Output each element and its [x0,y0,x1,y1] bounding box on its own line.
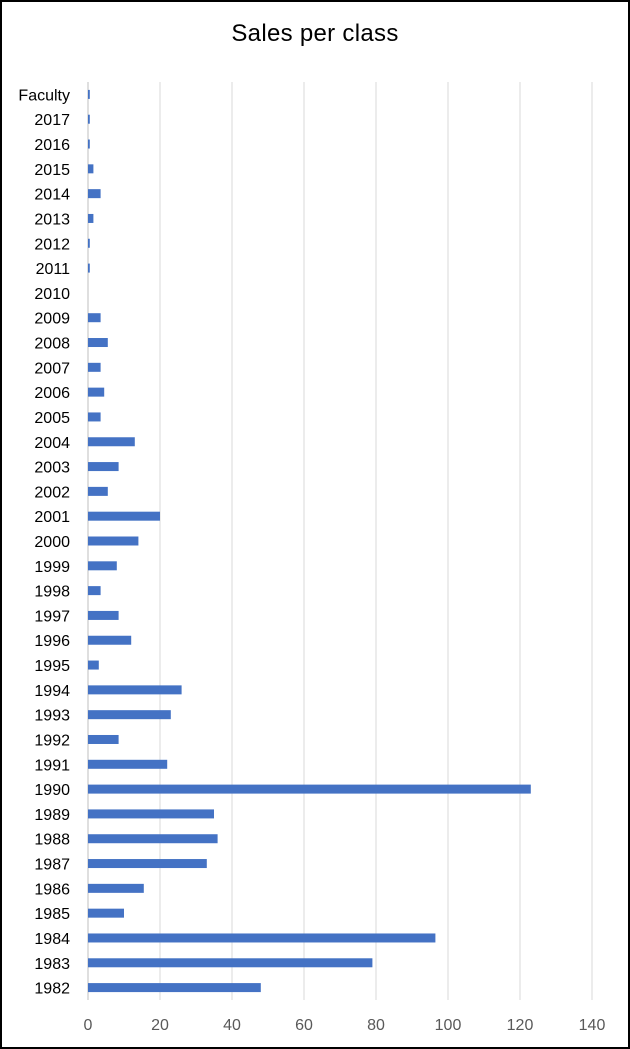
chart-title: Sales per class [231,20,399,47]
category-label: 1982 [34,981,70,998]
category-label: 2015 [34,162,70,179]
bar [88,660,99,670]
bar [88,983,261,993]
bar [88,189,101,199]
x-tick-labels: 0 20 40 60 80 100 120 140 [84,1017,606,1034]
category-label: Faculty [18,87,70,104]
category-label: 2004 [34,435,70,452]
category-label: 2002 [34,484,70,501]
category-label: 1994 [34,683,70,700]
category-label: 1983 [34,956,70,973]
category-label: 2011 [36,261,71,278]
x-tick-label: 60 [295,1017,313,1034]
bar [88,362,101,372]
category-label: 1988 [34,832,70,849]
category-label: 1999 [34,559,70,576]
category-label: 1984 [34,931,70,948]
bar [88,908,124,918]
bar [88,437,135,447]
bar [88,139,90,149]
bar [88,511,160,521]
bar [88,834,218,844]
bar [88,238,90,248]
category-label: 2003 [34,460,70,477]
category-label: 1987 [34,857,70,874]
category-label: 1997 [34,608,70,625]
bar [88,89,90,99]
bar [88,685,182,695]
bar [88,759,168,769]
category-label: 1993 [34,708,70,725]
category-label: 2001 [34,509,70,526]
category-label: 2010 [34,286,70,303]
bar [88,164,94,174]
bar [88,635,132,645]
category-label: 2000 [34,534,70,551]
gridlines [87,82,593,1000]
category-label: 2006 [34,385,70,402]
x-tick-label: 120 [507,1017,534,1034]
category-label: 1990 [34,782,70,799]
category-label: 2005 [34,410,70,427]
x-tick-label: 80 [367,1017,385,1034]
bar [88,561,117,571]
x-tick-label: 40 [223,1017,241,1034]
bar [88,958,373,968]
bar [88,610,119,620]
x-tick-label: 20 [151,1017,169,1034]
category-label: 1985 [34,906,70,923]
category-label: 1996 [34,633,70,650]
category-label: 2017 [34,112,70,129]
category-label: 2012 [34,236,70,253]
x-tick-label: 100 [435,1017,462,1034]
bar [88,313,101,323]
category-labels: Faculty 2017 2016 2015 2014 2013 2012 2011 2010 2… [18,87,70,997]
category-label: 1991 [34,757,70,774]
bar [88,387,105,397]
bar [88,933,436,943]
category-label: 1986 [34,881,70,898]
x-tick-label: 0 [84,1017,93,1034]
bar [88,734,119,744]
category-label: 2008 [34,336,70,353]
bar [88,784,531,794]
bar [88,412,101,422]
bar [88,338,108,348]
category-label: 2007 [34,360,70,377]
bar [88,213,94,223]
bar [88,809,214,819]
bar [88,536,139,546]
x-tick-label: 140 [579,1017,606,1034]
bar [88,710,171,720]
bar [88,486,108,496]
bar [88,462,119,472]
category-label: 1992 [34,732,70,749]
category-label: 2009 [34,311,70,328]
bar [88,263,90,273]
category-label: 2013 [34,211,70,228]
bar [88,586,101,596]
category-label: 2016 [34,137,70,154]
bar [88,859,207,869]
bars [88,89,531,993]
bar [88,114,90,124]
bar [88,883,144,893]
category-label: 2014 [34,187,70,204]
category-label: 1989 [34,807,70,824]
category-label: 1995 [34,658,70,675]
category-label: 1998 [34,584,70,601]
